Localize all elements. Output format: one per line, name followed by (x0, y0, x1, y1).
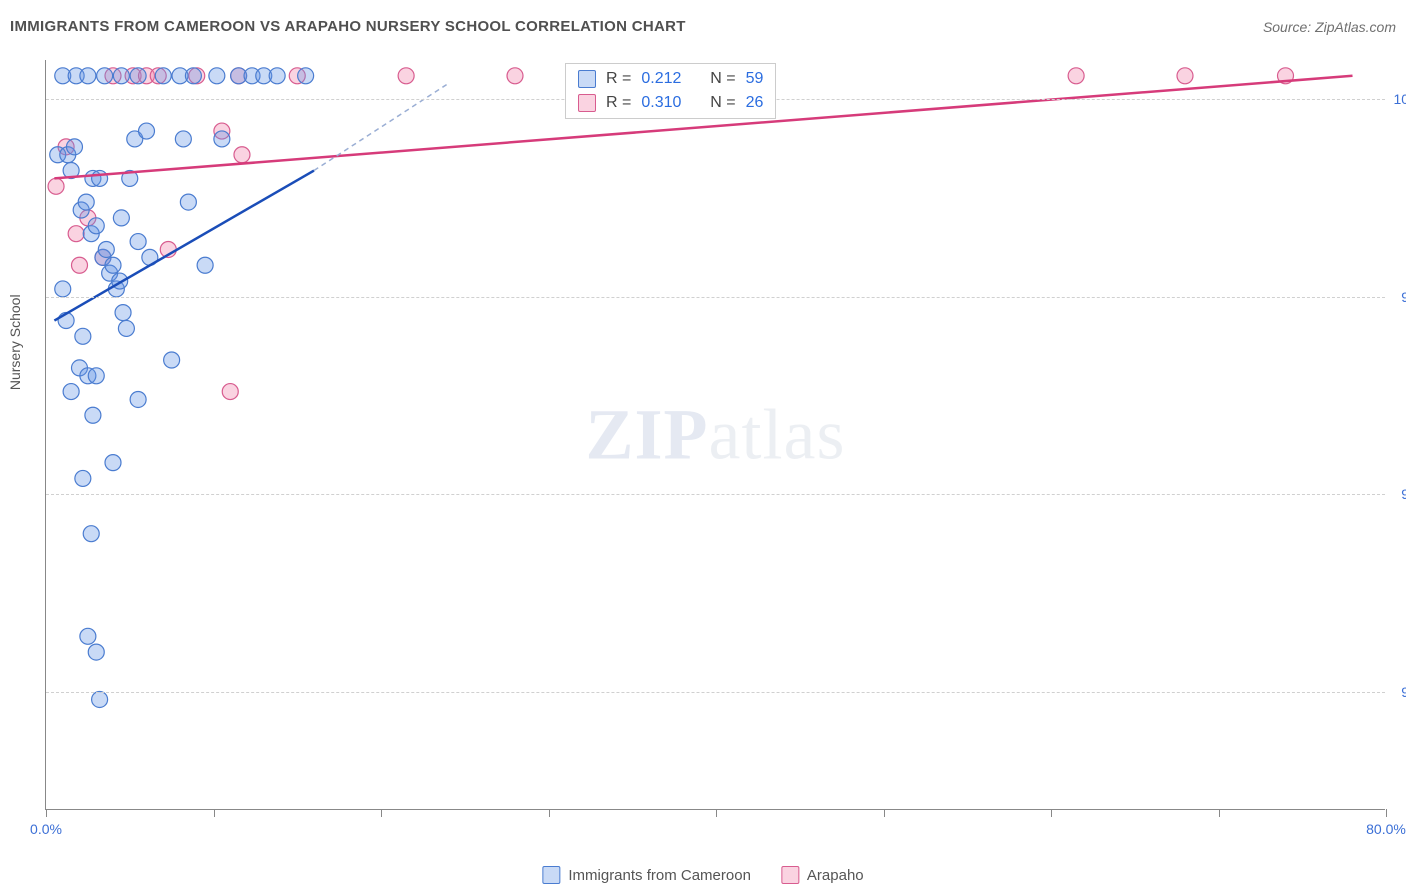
y-tick-label: 97.5% (1391, 289, 1406, 305)
stats-n-value-pink: 26 (746, 94, 764, 112)
stats-n-label: N = (710, 70, 735, 88)
data-point-pink (1177, 68, 1193, 84)
data-point-blue (92, 691, 108, 707)
data-point-blue (155, 68, 171, 84)
stats-swatch-pink (578, 94, 596, 112)
legend-item-pink: Arapaho (781, 866, 864, 884)
x-tick (381, 809, 382, 817)
plot-svg (46, 60, 1385, 809)
x-tick (214, 809, 215, 817)
legend-label-blue: Immigrants from Cameroon (568, 867, 751, 884)
data-point-blue (269, 68, 285, 84)
data-point-blue (185, 68, 201, 84)
x-tick (46, 809, 47, 817)
chart-title: IMMIGRANTS FROM CAMEROON VS ARAPAHO NURS… (10, 18, 686, 35)
stats-r-label: R = (606, 70, 631, 88)
data-point-blue (214, 131, 230, 147)
data-point-blue (130, 68, 146, 84)
data-point-blue (113, 210, 129, 226)
legend-swatch-blue (542, 866, 560, 884)
data-point-blue (88, 644, 104, 660)
y-tick-label: 92.5% (1391, 684, 1406, 700)
data-point-blue (105, 455, 121, 471)
data-point-blue (175, 131, 191, 147)
gridline-h (46, 692, 1385, 693)
data-point-blue (88, 368, 104, 384)
data-point-pink (222, 384, 238, 400)
data-point-blue (113, 68, 129, 84)
y-tick-label: 100.0% (1391, 91, 1406, 107)
data-point-blue (78, 194, 94, 210)
data-point-blue (66, 139, 82, 155)
data-point-blue (180, 194, 196, 210)
stats-r-label: R = (606, 94, 631, 112)
data-point-blue (130, 391, 146, 407)
legend-swatch-pink (781, 866, 799, 884)
trend-line-blue (54, 171, 314, 321)
legend-item-blue: Immigrants from Cameroon (542, 866, 751, 884)
x-tick (1051, 809, 1052, 817)
data-point-blue (118, 320, 134, 336)
data-point-blue (80, 628, 96, 644)
data-point-blue (298, 68, 314, 84)
data-point-blue (105, 257, 121, 273)
gridline-h (46, 297, 1385, 298)
data-point-pink (398, 68, 414, 84)
x-tick (549, 809, 550, 817)
data-point-blue (75, 328, 91, 344)
y-tick-label: 95.0% (1391, 486, 1406, 502)
source-attribution: Source: ZipAtlas.com (1263, 19, 1396, 35)
data-point-blue (115, 305, 131, 321)
data-point-pink (72, 257, 88, 273)
data-point-pink (234, 147, 250, 163)
legend-label-pink: Arapaho (807, 867, 864, 884)
data-point-blue (197, 257, 213, 273)
stats-row-blue: R = 0.212 N = 59 (578, 70, 763, 88)
data-point-blue (209, 68, 225, 84)
stats-n-value-blue: 59 (746, 70, 764, 88)
data-point-blue (80, 68, 96, 84)
x-tick-label-right: 80.0% (1366, 821, 1406, 837)
data-point-blue (139, 123, 155, 139)
data-point-pink (68, 226, 84, 242)
data-point-blue (75, 470, 91, 486)
data-point-pink (1068, 68, 1084, 84)
stats-r-value-pink: 0.310 (641, 94, 681, 112)
data-point-blue (88, 218, 104, 234)
data-point-blue (63, 384, 79, 400)
y-axis-label: Nursery School (7, 294, 23, 390)
data-point-pink (48, 178, 64, 194)
stats-n-label: N = (710, 94, 735, 112)
legend-bottom: Immigrants from Cameroon Arapaho (542, 866, 863, 884)
data-point-blue (130, 234, 146, 250)
stats-swatch-blue (578, 70, 596, 88)
stats-box: R = 0.212 N = 59 R = 0.310 N = 26 (565, 63, 776, 119)
gridline-h (46, 494, 1385, 495)
data-point-pink (507, 68, 523, 84)
data-point-blue (83, 526, 99, 542)
x-tick (1219, 809, 1220, 817)
source-prefix: Source: (1263, 19, 1315, 35)
data-point-blue (92, 170, 108, 186)
data-point-blue (98, 241, 114, 257)
data-point-blue (97, 68, 113, 84)
x-tick (884, 809, 885, 817)
data-point-blue (164, 352, 180, 368)
x-tick (716, 809, 717, 817)
stats-row-pink: R = 0.310 N = 26 (578, 94, 763, 112)
data-point-blue (85, 407, 101, 423)
data-point-blue (55, 281, 71, 297)
stats-r-value-blue: 0.212 (641, 70, 681, 88)
source-name: ZipAtlas.com (1315, 19, 1396, 35)
x-tick (1386, 809, 1387, 817)
x-tick-label-left: 0.0% (30, 821, 62, 837)
plot-area: ZIPatlas 92.5%95.0%97.5%100.0%0.0%80.0% (45, 60, 1385, 810)
